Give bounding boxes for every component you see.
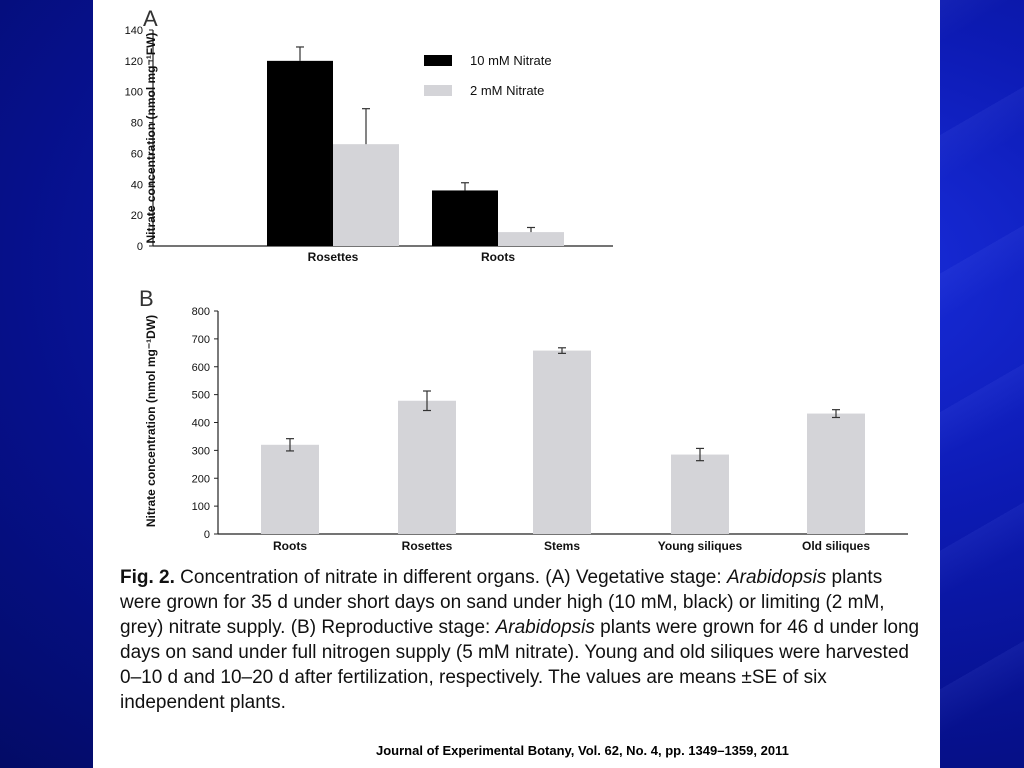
caption-species-1: Arabidopsis — [726, 567, 827, 588]
panel-b-y-tick-label: 100 — [192, 501, 210, 513]
panel-a-category-label: Roots — [481, 250, 515, 264]
panel-b-y-tick-label: 800 — [192, 306, 210, 318]
panel-b-category-label: Young siliques — [658, 539, 743, 553]
caption-text-2: plants were grown for 35 d under short d… — [120, 567, 885, 638]
caption-fig-label: Fig. 2. — [120, 567, 175, 588]
panel-b-bar — [807, 413, 865, 534]
figure-panel: A 0 20 40 60 80 100 120 140 Nitrate concentration… — [93, 0, 940, 768]
panel-a-y-tick-label: 80 — [131, 118, 143, 130]
panel-a-bar — [267, 60, 333, 246]
panel-a-legend-swatch — [424, 85, 452, 96]
panel-b-bar — [671, 454, 729, 534]
panel-a-y-tick-label: 20 — [131, 210, 143, 222]
panel-a-label: A — [143, 6, 158, 31]
panel-a-y-tick-label: 60 — [131, 148, 143, 160]
caption-species-2: Arabidopsis — [495, 617, 595, 638]
panel-b-bar — [398, 400, 456, 534]
panel-a-y-tick-label: 100 — [125, 87, 143, 99]
panel-b-label: B — [139, 286, 154, 311]
panel-a-y-tick-label: 40 — [131, 179, 143, 191]
panel-a-legend-label: 2 mM Nitrate — [470, 83, 544, 98]
panel-a-bar — [333, 144, 399, 246]
panel-b-y-tick-label: 700 — [192, 334, 210, 346]
panel-b-category-label: Roots — [273, 539, 307, 553]
panel-b-y-tick-label: 600 — [192, 362, 210, 374]
panel-a-y-tick-label: 140 — [125, 25, 143, 37]
panel-b-y-tick-label: 300 — [192, 445, 210, 457]
panel-b-y-axis-title: Nitrate concentration (nmol mg⁻¹DW) — [144, 315, 158, 527]
panel-a-legend-label: 10 mM Nitrate — [470, 53, 552, 68]
panel-b-y-tick-label: 500 — [192, 390, 210, 402]
caption-text-3: plants were grown for 46 d under long da… — [120, 617, 920, 713]
panel-b-bar — [533, 350, 591, 534]
caption-text-1: Concentration of nitrate in different or… — [174, 567, 727, 588]
panel-b-category-label: Stems — [544, 539, 580, 553]
panel-a-y-tick-label: 0 — [137, 241, 143, 253]
panel-b-y-tick-label: 200 — [192, 473, 210, 485]
panel-b-category-label: Old siliques — [802, 539, 870, 553]
journal-citation: Journal of Experimental Botany, Vol. 62,… — [376, 743, 789, 758]
panel-b-y-tick-label: 400 — [192, 418, 210, 430]
panel-a-legend-swatch — [424, 55, 452, 66]
panel-a-category-label: Rosettes — [308, 250, 359, 264]
panel-b-category-label: Rosettes — [402, 539, 453, 553]
background-decoration — [934, 0, 1024, 768]
figure-caption: Fig. 2. Concentration of nitrate in diff… — [120, 565, 920, 715]
panel-b-bar — [261, 444, 319, 534]
panel-a-bar — [432, 190, 498, 246]
panel-a-y-axis-title: Nitrate concentration (nmol mg⁻¹FW) — [144, 33, 158, 244]
panel-b-y-tick-label: 0 — [204, 529, 210, 541]
panel-a-bar — [498, 232, 564, 246]
panel-a-y-tick-label: 120 — [125, 56, 143, 68]
